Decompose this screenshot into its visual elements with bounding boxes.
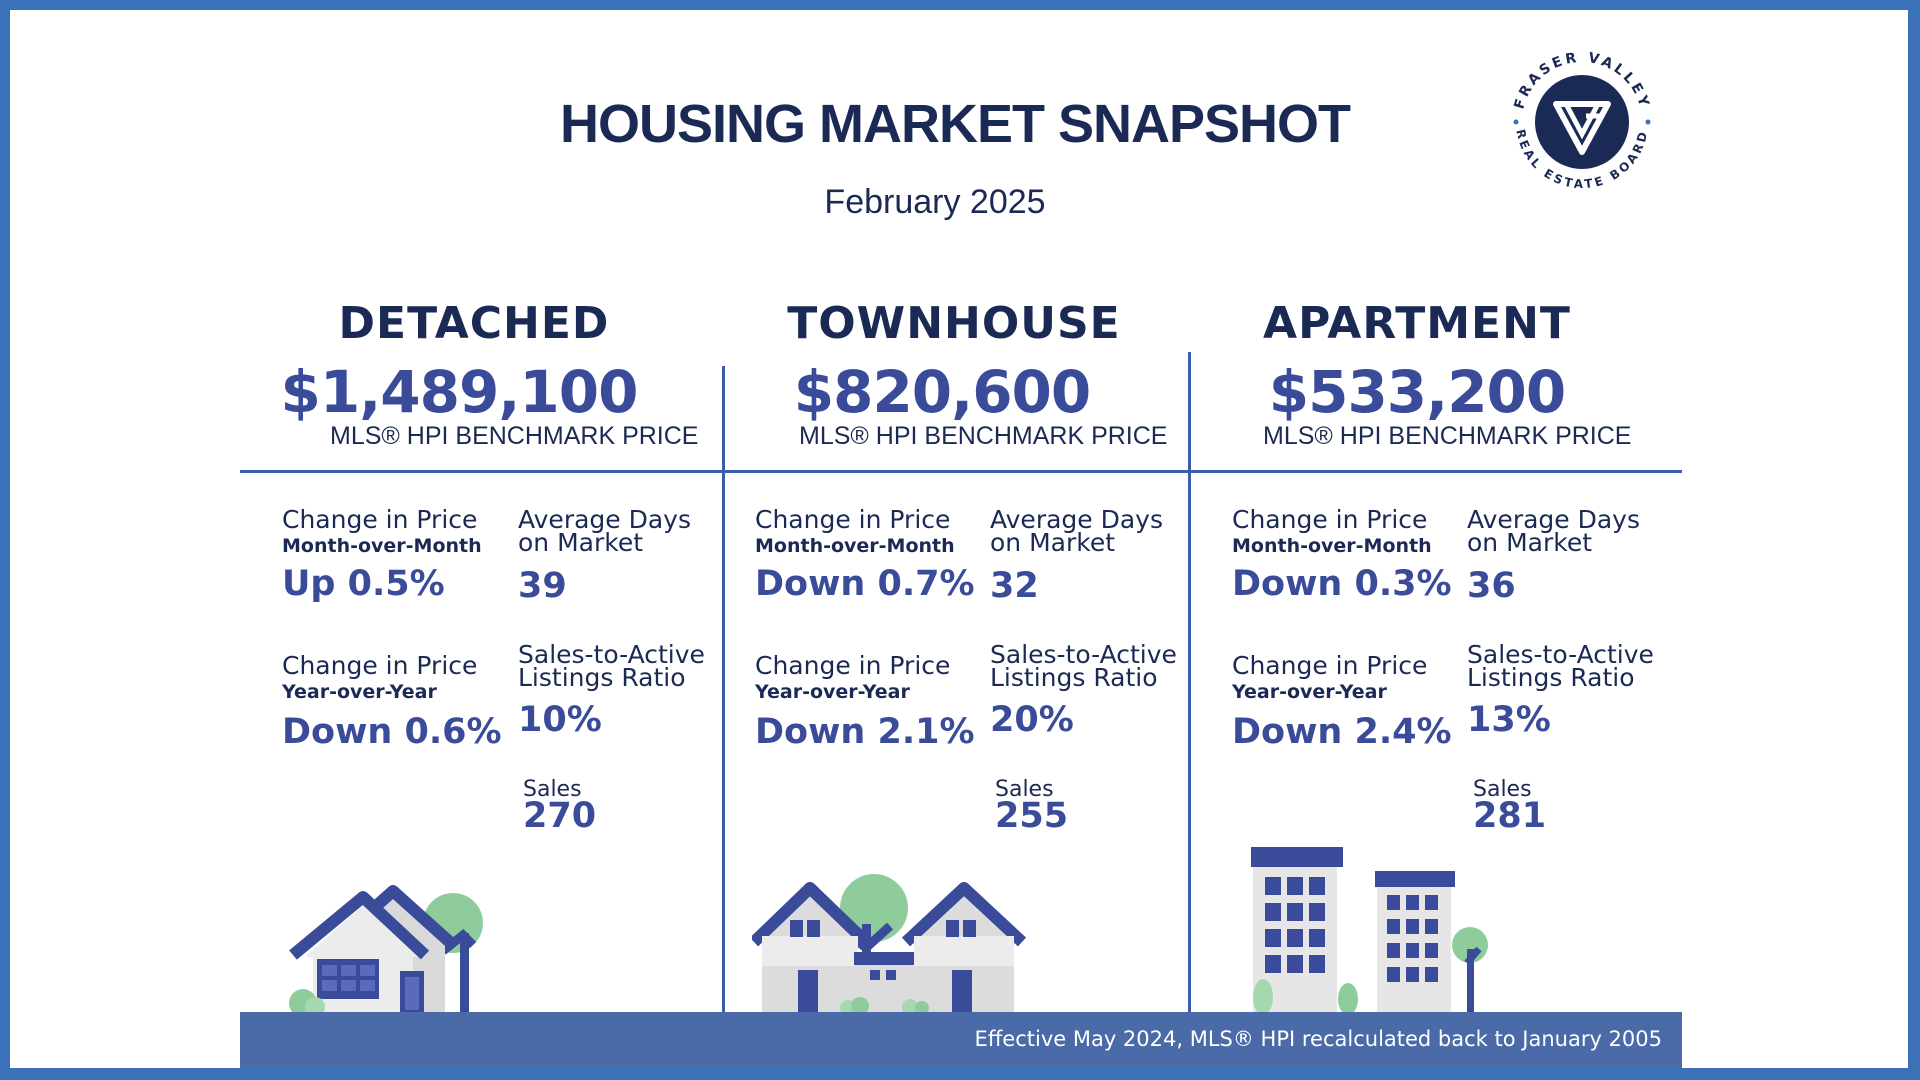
mom-label: Change in Price — [1232, 505, 1428, 534]
mom-value: Down 0.3% — [1232, 564, 1452, 604]
page-subtitle: February 2025 — [824, 183, 1046, 221]
property-type-title: APARTMENT — [1263, 298, 1571, 349]
mom-value: Up 0.5% — [282, 564, 445, 604]
ratio-label-line2: Listings Ratio — [990, 663, 1158, 692]
benchmark-price: $533,200 — [1268, 358, 1567, 426]
dom-value: 36 — [1467, 566, 1516, 606]
townhouse-illustration — [752, 874, 1027, 1015]
yoy-sublabel: Year-over-Year — [1232, 681, 1387, 703]
benchmark-price: $1,489,100 — [280, 358, 639, 426]
benchmark-price-label: MLS® HPI BENCHMARK PRICE — [799, 422, 1168, 450]
yoy-value: Down 0.6% — [282, 712, 502, 752]
mom-sublabel: Month-over-Month — [755, 535, 955, 557]
mom-label: Change in Price — [282, 505, 478, 534]
yoy-label: Change in Price — [282, 651, 478, 680]
yoy-sublabel: Year-over-Year — [755, 681, 910, 703]
vertical-divider — [722, 366, 725, 1012]
ratio-value: 20% — [990, 700, 1074, 740]
benchmark-price-label: MLS® HPI BENCHMARK PRICE — [1263, 422, 1632, 450]
yoy-value: Down 2.1% — [755, 712, 975, 752]
column-apartment: APARTMENT $533,200 MLS® HPI BENCHMARK PR… — [1190, 290, 1660, 1010]
dom-label-line2: on Market — [1467, 528, 1593, 557]
vertical-divider — [1188, 352, 1191, 1012]
ratio-value: 13% — [1467, 700, 1551, 740]
yoy-label: Change in Price — [755, 651, 951, 680]
dom-label-line1: Average Days — [518, 505, 691, 534]
fvreb-logo-icon: FRASER VALLEY REAL ESTATE BOARD — [1511, 50, 1651, 191]
benchmark-price: $820,600 — [793, 358, 1092, 426]
apartment-illustration — [1251, 847, 1488, 1015]
footer-band: Effective May 2024, MLS® HPI recalculate… — [240, 1012, 1682, 1068]
property-type-title: DETACHED — [338, 298, 610, 349]
sales-value: 270 — [523, 796, 597, 836]
footer-note: Effective May 2024, MLS® HPI recalculate… — [974, 1027, 1662, 1051]
ratio-label-line1: Sales-to-Active — [518, 640, 705, 669]
sales-value: 281 — [1473, 796, 1547, 836]
mom-sublabel: Month-over-Month — [282, 535, 482, 557]
column-detached: DETACHED $1,489,100 MLS® HPI BENCHMARK P… — [239, 290, 709, 1010]
property-type-title: TOWNHOUSE — [787, 298, 1121, 349]
horizontal-divider — [240, 470, 1682, 473]
mom-label: Change in Price — [755, 505, 951, 534]
yoy-sublabel: Year-over-Year — [282, 681, 437, 703]
ratio-label-line1: Sales-to-Active — [990, 640, 1177, 669]
dom-value: 39 — [518, 566, 567, 606]
sales-label: Sales — [523, 777, 582, 802]
sales-value: 255 — [995, 796, 1069, 836]
dom-value: 32 — [990, 566, 1039, 606]
sales-label: Sales — [1473, 777, 1532, 802]
ratio-value: 10% — [518, 700, 602, 740]
mom-sublabel: Month-over-Month — [1232, 535, 1432, 557]
column-townhouse: TOWNHOUSE $820,600 MLS® HPI BENCHMARK PR… — [724, 290, 1194, 1010]
sales-label: Sales — [995, 777, 1054, 802]
ratio-label-line2: Listings Ratio — [518, 663, 686, 692]
page-title: HOUSING MARKET SNAPSHOT — [559, 94, 1351, 154]
detached-house-illustration — [289, 885, 483, 1015]
dom-label-line2: on Market — [990, 528, 1116, 557]
ratio-label-line2: Listings Ratio — [1467, 663, 1635, 692]
benchmark-price-label: MLS® HPI BENCHMARK PRICE — [330, 422, 699, 450]
dom-label-line2: on Market — [518, 528, 644, 557]
mom-value: Down 0.7% — [755, 564, 975, 604]
yoy-label: Change in Price — [1232, 651, 1428, 680]
dom-label-line1: Average Days — [990, 505, 1163, 534]
yoy-value: Down 2.4% — [1232, 712, 1452, 752]
ratio-label-line1: Sales-to-Active — [1467, 640, 1654, 669]
dom-label-line1: Average Days — [1467, 505, 1640, 534]
